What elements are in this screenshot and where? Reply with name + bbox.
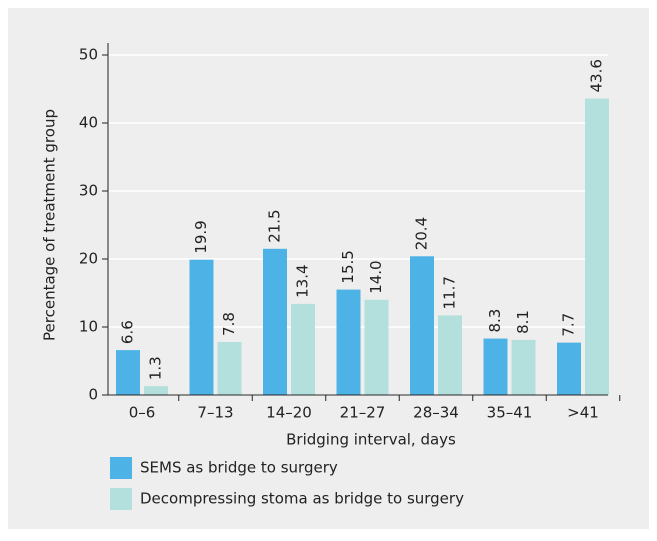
- x-tick-label: 0–6: [129, 404, 156, 422]
- legend-swatch: [110, 488, 132, 510]
- bar: [438, 315, 462, 395]
- legend-label: Decompressing stoma as bridge to surgery: [140, 490, 464, 508]
- bar: [511, 339, 536, 395]
- x-tick-label: 14–20: [266, 404, 312, 422]
- bar: [116, 350, 140, 395]
- bar: [263, 248, 287, 395]
- value-label: 7.8: [220, 312, 238, 336]
- x-axis-label: Bridging interval, days: [286, 431, 456, 449]
- bar: [585, 98, 609, 396]
- value-label: 11.7: [441, 276, 459, 309]
- value-label: 20.4: [413, 217, 431, 250]
- value-label: 13.4: [294, 264, 312, 297]
- value-label: 8.1: [514, 310, 532, 334]
- x-tick-label: >41: [567, 404, 599, 422]
- y-axis-label: Percentage of treatment group: [41, 109, 59, 341]
- bar: [557, 342, 581, 395]
- value-label: 43.6: [588, 59, 606, 92]
- y-tick-label: 40: [79, 114, 98, 132]
- y-tick-label: 20: [79, 250, 98, 268]
- bar: [291, 303, 315, 395]
- legend-label: SEMS as bridge to surgery: [140, 459, 338, 477]
- panel: [8, 8, 649, 529]
- bar: [144, 386, 168, 395]
- value-label: 19.9: [192, 220, 210, 253]
- bar: [336, 289, 361, 395]
- bar: [364, 299, 389, 395]
- value-label: 21.5: [266, 209, 284, 242]
- value-label: 1.3: [147, 356, 165, 380]
- x-tick-label: 35–41: [487, 404, 533, 422]
- value-label: 8.3: [486, 309, 504, 333]
- legend-swatch: [110, 457, 132, 479]
- x-tick-label: 21–27: [340, 404, 386, 422]
- value-label: 6.6: [119, 320, 137, 344]
- x-tick-label: 28–34: [413, 404, 459, 422]
- y-tick-label: 0: [88, 386, 98, 404]
- bar: [483, 338, 508, 395]
- bar: [410, 256, 434, 395]
- x-tick-label: 7–13: [197, 404, 233, 422]
- y-tick-label: 30: [79, 182, 98, 200]
- y-tick-label: 50: [79, 46, 98, 64]
- y-tick-label: 10: [79, 318, 98, 336]
- bar: [189, 259, 214, 395]
- value-label: 14.0: [367, 260, 385, 293]
- value-label: 7.7: [560, 313, 578, 337]
- bar: [217, 341, 242, 395]
- value-label: 15.5: [339, 250, 357, 283]
